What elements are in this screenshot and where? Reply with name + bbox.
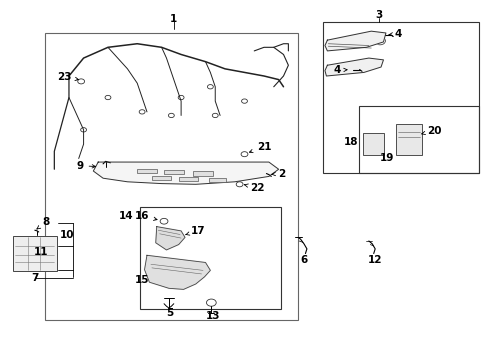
Bar (322, 22, 478, 173)
Text: 12: 12 (367, 255, 382, 265)
Polygon shape (156, 226, 184, 250)
Text: 8: 8 (37, 217, 49, 229)
Text: 1: 1 (170, 14, 177, 24)
Bar (358, 107, 478, 173)
Polygon shape (93, 162, 278, 184)
Text: 16: 16 (135, 211, 157, 221)
Text: 7: 7 (31, 273, 39, 283)
Text: 6: 6 (300, 255, 307, 265)
Bar (192, 171, 213, 176)
Text: 9: 9 (76, 161, 95, 171)
Bar (208, 179, 226, 182)
Text: 5: 5 (165, 309, 173, 318)
Text: 3: 3 (374, 10, 382, 20)
Text: 20: 20 (421, 126, 441, 135)
Polygon shape (325, 58, 383, 76)
Bar (140, 207, 281, 309)
Text: 13: 13 (205, 311, 220, 321)
Text: 10: 10 (60, 230, 75, 239)
Text: 17: 17 (185, 226, 205, 236)
Text: 2: 2 (271, 168, 285, 179)
Text: 23: 23 (57, 72, 79, 82)
Text: 21: 21 (249, 142, 271, 153)
Text: 22: 22 (244, 183, 264, 193)
Bar (152, 176, 170, 180)
Text: 15: 15 (135, 275, 149, 285)
Bar (395, 125, 422, 155)
Text: 11: 11 (34, 247, 48, 257)
Bar (13, 235, 57, 271)
Polygon shape (325, 31, 385, 51)
Text: 19: 19 (379, 153, 393, 163)
Text: 14: 14 (119, 211, 134, 221)
Text: 4: 4 (332, 65, 346, 75)
Bar (179, 177, 197, 181)
Bar (163, 170, 183, 175)
Bar (44, 33, 298, 320)
Polygon shape (144, 255, 210, 289)
Bar (137, 169, 157, 174)
Text: 4: 4 (388, 29, 401, 39)
Text: 18: 18 (343, 138, 357, 147)
Bar (362, 134, 384, 155)
